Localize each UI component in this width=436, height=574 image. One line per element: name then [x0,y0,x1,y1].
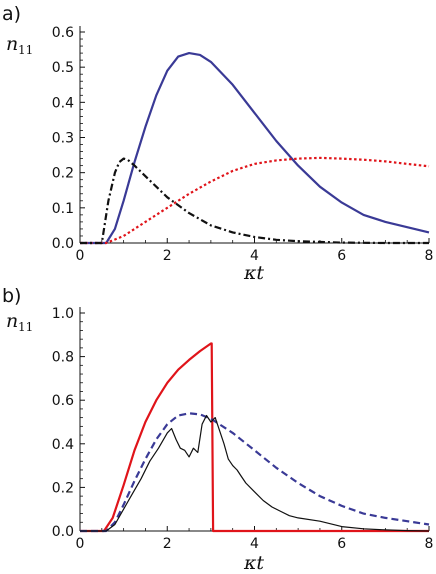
panel-a-y-axis-label-sub: 11 [18,43,33,57]
panel-a-x-tick-label: 6 [337,248,346,264]
panel-a-y-tick-label: 0.4 [52,95,74,111]
panel-b-x-tick-label: 8 [425,536,434,552]
panel-b-y-axis-label: n [6,310,18,332]
panel-b-y-axis-label-sub: 11 [18,320,33,334]
panel-a-x-tick-label: 8 [425,248,434,264]
panel-a-y-tick-label: 0.0 [52,236,74,252]
panel-a-series-line-3 [80,157,429,245]
panel-a-x-tick-label: 4 [250,248,259,264]
panel-b-chart: 0.0 0.2 0.4 0.6 0.8 1.0 0 2 4 6 8 b) n 11 κt [2,285,433,574]
panel-b-y-tick-label: 1.0 [52,306,74,322]
panel-a-series-line-2 [80,156,430,245]
panel-b-series-line-1 [80,342,429,533]
panel-b-x-tick-label: 4 [250,536,259,552]
panel-b-y-tick-label: 0.2 [52,480,74,496]
panel-a-x-axis-label: κt [243,262,264,284]
panel-b-x-axis-label: κt [243,552,264,574]
panel-a-series-line-1 [80,52,430,245]
panel-a-y-tick-label: 0.6 [52,25,74,41]
panel-b-y-tick-label: 0.4 [52,437,74,453]
panel-b-y-tick-label: 0.6 [52,393,74,409]
panel-b-y-tick-label: 0.8 [52,350,74,366]
panel-b-x-tick-label: 0 [76,536,85,552]
panel-a-y-tick-label: 0.3 [52,131,74,147]
panel-a-label: a) [2,3,21,25]
panel-a-y-tick-label: 0.1 [52,201,74,217]
panel-a-y-tick-label: 0.2 [52,166,74,182]
panel-b-label: b) [2,285,21,307]
panel-a-x-tick-label: 2 [163,248,172,264]
panel-b-series-line-3 [80,414,430,532]
panel-b-x-tick-label: 6 [337,536,346,552]
panel-a-x-tick-label: 0 [76,248,85,264]
panel-b-series-line-2 [80,412,430,533]
panel-a-chart: 0.0 0.1 0.2 0.3 0.4 0.5 0.6 0 2 4 6 8 a) n 11 κt [2,3,433,284]
panel-a-y-tick-label: 0.5 [52,60,74,76]
panel-b-x-tick-label: 2 [163,536,172,552]
panel-a-y-axis-label: n [6,33,18,55]
panel-b-y-tick-label: 0.0 [52,524,74,540]
